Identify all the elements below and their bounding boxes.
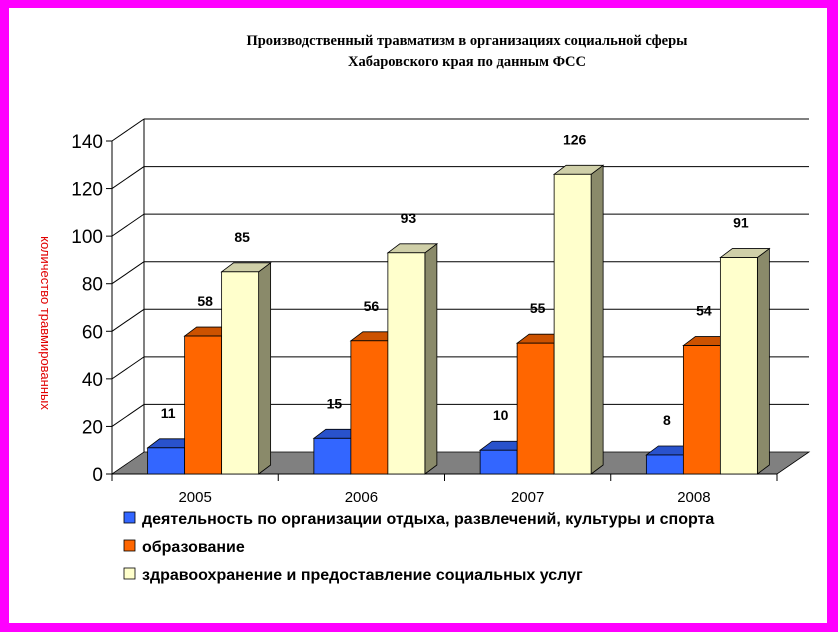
data-label: 91 bbox=[733, 215, 749, 231]
y-tick-label: 20 bbox=[82, 417, 103, 438]
chart-canvas: Производственный травматизм в организаци… bbox=[38, 33, 811, 584]
data-label: 55 bbox=[530, 300, 546, 316]
chart-legend: деятельность по организации отдыха, разв… bbox=[123, 511, 714, 584]
data-label: 15 bbox=[327, 395, 343, 411]
y-tick-label: 80 bbox=[82, 275, 103, 296]
x-tick-label: 2005 bbox=[178, 489, 211, 506]
data-label: 85 bbox=[234, 229, 250, 245]
bar-2008-series-2 bbox=[682, 345, 721, 475]
bar-2005-series-1 bbox=[147, 447, 186, 475]
y-tick-label: 120 bbox=[71, 180, 103, 201]
gridline-side bbox=[111, 118, 145, 142]
x-tick-label: 2008 bbox=[677, 489, 710, 506]
x-tick-label: 2006 bbox=[345, 489, 378, 506]
y-tick-label: 0 bbox=[92, 465, 103, 486]
chart-title-line-1: Производственный травматизм в организаци… bbox=[246, 33, 687, 49]
chart-data-labels: 11 58 85 15 56 93 10 55 126 8 54 91 bbox=[161, 131, 749, 428]
legend-entry: здравоохранение и предоставление социаль… bbox=[142, 567, 583, 584]
gridline-side bbox=[111, 213, 145, 237]
bar-2005-series-3 bbox=[221, 271, 260, 475]
bar-side bbox=[756, 247, 770, 475]
bar-2005-series-2 bbox=[184, 335, 223, 475]
gridline-side bbox=[111, 261, 145, 285]
data-label: 10 bbox=[493, 407, 509, 423]
bar-2006-series-1 bbox=[313, 437, 352, 475]
chart-title-line-2: Хабаровского края по данным ФСС bbox=[348, 54, 586, 70]
legend-entry: образование bbox=[142, 539, 245, 556]
gridline-side bbox=[111, 356, 145, 380]
y-tick-label: 100 bbox=[71, 227, 103, 248]
data-label: 54 bbox=[696, 303, 712, 319]
data-label: 8 bbox=[663, 412, 671, 428]
y-tick-label: 140 bbox=[71, 132, 103, 153]
legend-swatch bbox=[123, 567, 136, 580]
legend-swatch bbox=[123, 511, 136, 524]
data-label: 126 bbox=[563, 131, 587, 147]
bar-2006-series-2 bbox=[350, 340, 389, 475]
gridline-side bbox=[111, 166, 145, 189]
bar-2008-series-3 bbox=[719, 257, 758, 475]
x-tick-label: 2007 bbox=[511, 489, 544, 506]
chart-bars bbox=[146, 164, 771, 475]
bar-2008-series-1 bbox=[645, 454, 684, 475]
y-tick-label: 40 bbox=[82, 370, 103, 391]
data-label: 58 bbox=[197, 293, 213, 309]
data-label: 56 bbox=[364, 298, 380, 314]
legend-swatch bbox=[123, 539, 136, 552]
bar-side bbox=[590, 164, 604, 475]
y-axis-label: количество травмированных bbox=[38, 236, 53, 410]
bar-side bbox=[424, 242, 438, 475]
bar-2007-series-1 bbox=[479, 449, 518, 475]
bar-2007-series-3 bbox=[553, 173, 592, 475]
bar-2007-series-2 bbox=[516, 342, 555, 475]
bar-2006-series-3 bbox=[387, 252, 426, 475]
bar-side bbox=[258, 262, 272, 475]
data-label: 93 bbox=[401, 210, 417, 226]
data-label: 11 bbox=[161, 405, 176, 421]
gridline-side bbox=[111, 404, 145, 427]
legend-entry: деятельность по организации отдыха, разв… bbox=[142, 511, 714, 528]
y-tick-label: 60 bbox=[82, 322, 103, 343]
chart-panel: Производственный травматизм в организаци… bbox=[9, 8, 827, 623]
gridline-side bbox=[111, 308, 145, 332]
